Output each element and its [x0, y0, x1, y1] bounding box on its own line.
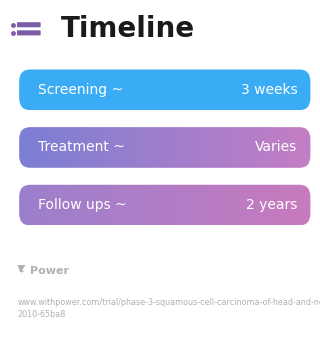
Text: Power: Power: [30, 266, 69, 276]
Text: Follow ups ~: Follow ups ~: [38, 198, 127, 212]
Text: 3 weeks: 3 weeks: [241, 83, 298, 97]
FancyBboxPatch shape: [17, 22, 41, 27]
FancyBboxPatch shape: [17, 30, 41, 36]
Text: Treatment ~: Treatment ~: [38, 140, 125, 155]
Text: Timeline: Timeline: [61, 15, 195, 43]
Text: 2 years: 2 years: [246, 198, 298, 212]
Polygon shape: [18, 265, 26, 277]
Text: Varies: Varies: [255, 140, 298, 155]
Text: Screening ~: Screening ~: [38, 83, 124, 97]
Text: www.withpower.com/trial/phase-3-squamous-cell-carcinoma-of-head-and-neck-6-
2010: www.withpower.com/trial/phase-3-squamous…: [18, 298, 320, 319]
